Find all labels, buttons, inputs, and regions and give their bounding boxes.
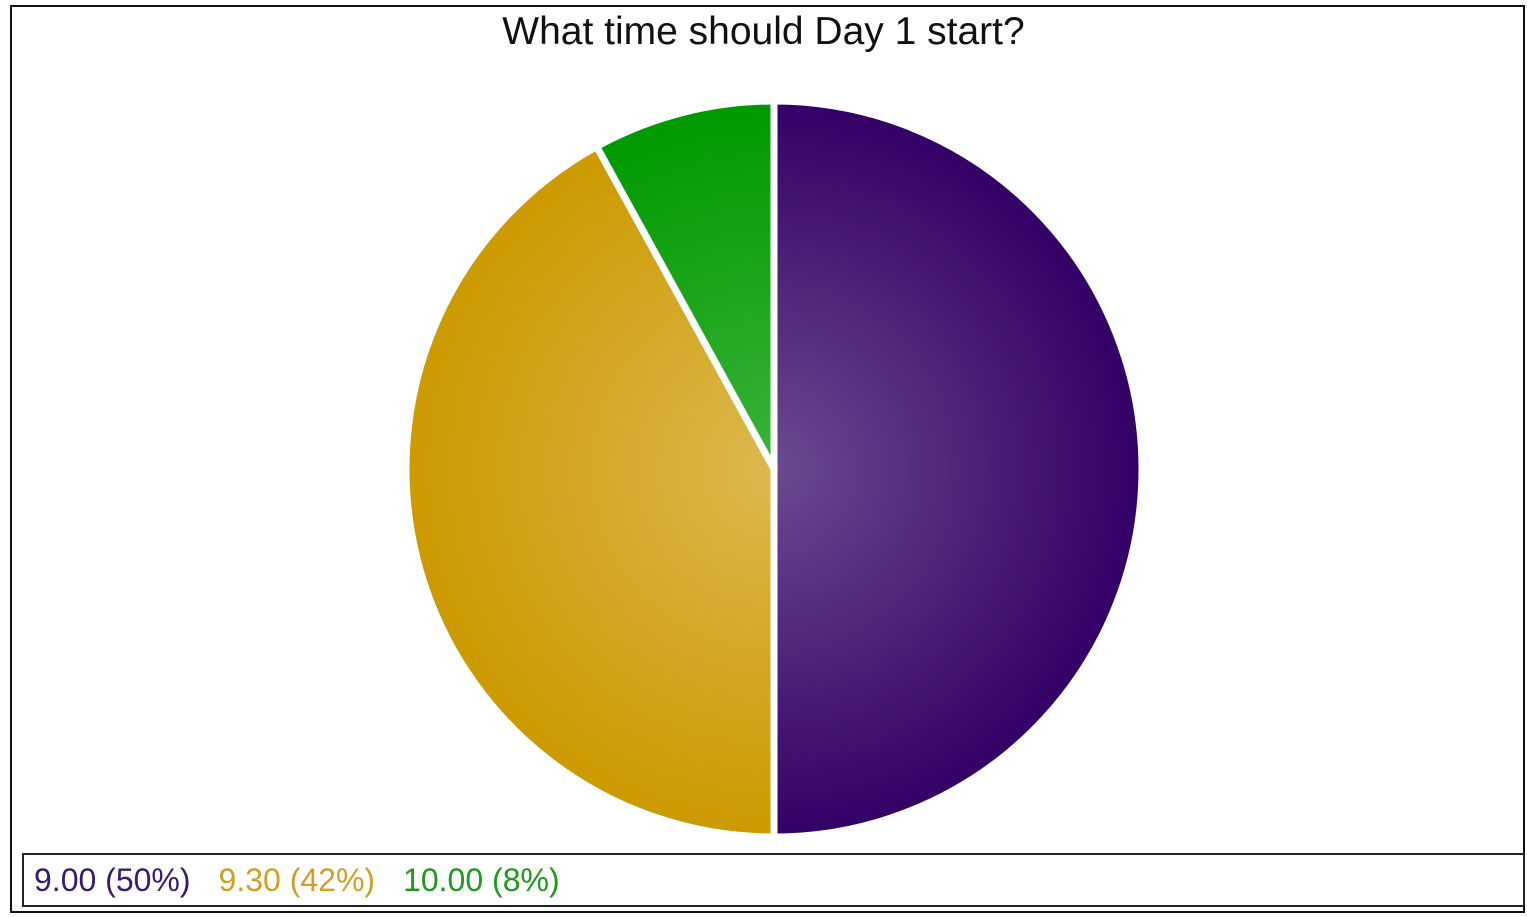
- legend-item-2: 10.00 (8%): [403, 861, 560, 898]
- pie-slice-2: [593, 97, 778, 473]
- pie-slice-1: [402, 143, 778, 841]
- pie-slices: [402, 97, 1146, 841]
- legend-item-0: 9.00 (50%): [34, 861, 191, 898]
- legend-item-1: 9.30 (42%): [218, 861, 376, 898]
- pie-slice-0: [770, 97, 1146, 841]
- legend: 9.00 (50%) 9.30 (42%) 10.00 (8%): [22, 853, 1525, 907]
- chart-title: What time should Day 1 start?: [502, 10, 1025, 53]
